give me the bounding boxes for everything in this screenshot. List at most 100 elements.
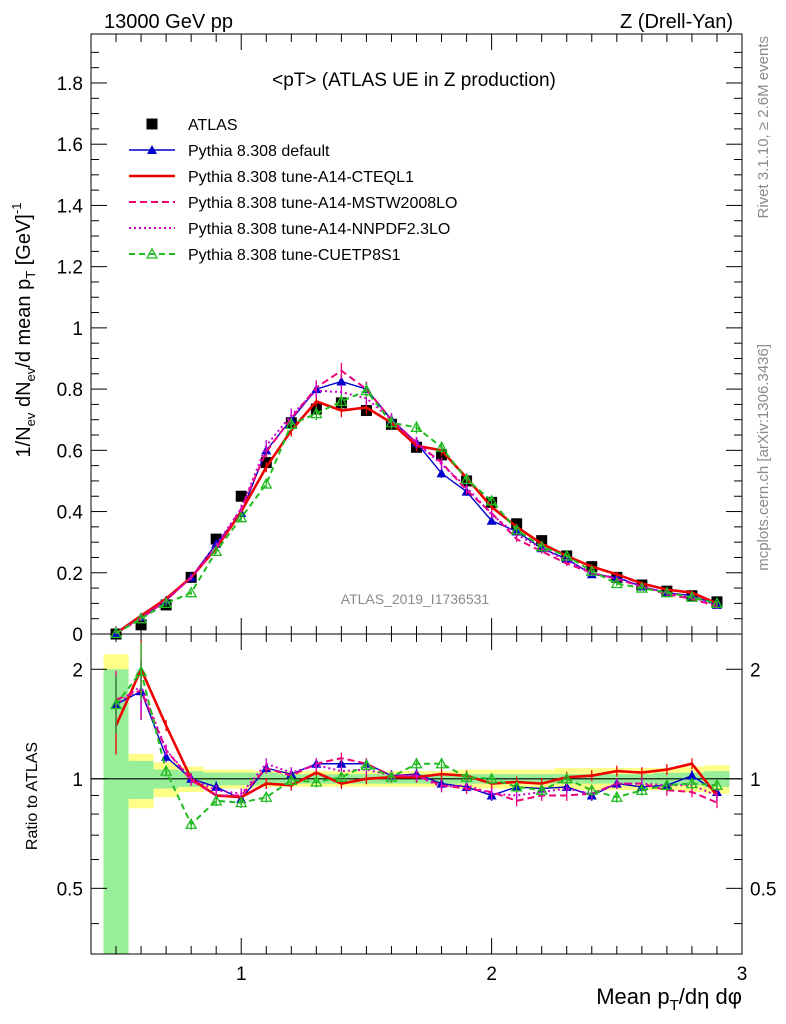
data-point [660,586,673,598]
legend-label: Pythia 8.308 tune-A14-NNPDF2.3LO [188,221,450,238]
x-tick-label: 3 [737,964,748,985]
legend-entry: Pythia 8.308 tune-A14-NNPDF2.3LO [129,221,450,238]
ratio-pythia-8-308-tune-cuetp8s1 [109,642,724,830]
data-point [335,770,348,782]
data-point [710,597,724,609]
legend-entry: ATLAS [146,117,238,134]
data-point [285,417,298,429]
data-point [210,545,223,556]
data-point [260,477,273,489]
data-point [134,665,148,677]
legend-label: Pythia 8.308 tune-A14-CTEQL1 [188,169,414,186]
data-point [235,796,248,808]
data-point [285,774,298,786]
ratio-tick-label-right: 0.5 [750,879,776,900]
chart-title-text: <pT> (ATLAS UE in Z production) [272,70,556,91]
data-point [460,770,473,782]
data-point [635,581,648,593]
data-point [535,783,548,795]
data-point [185,586,198,598]
legend-entry: Pythia 8.308 tune-CUETP8S1 [129,247,401,264]
data-point [585,564,598,576]
legend-label: ATLAS [188,117,238,134]
legend-entry: Pythia 8.308 tune-A14-MSTW2008LO [129,195,457,212]
y-axis-label: 1/Nev dNev/d mean pT [GeV]-1 [9,203,38,458]
ratio-tick-label-right: 1 [750,770,761,791]
data-point [410,421,423,433]
data-point [235,490,247,502]
legend-label: Pythia 8.308 tune-CUETP8S1 [188,247,401,264]
data-point [134,612,148,624]
data-point [610,790,623,802]
data-point [135,619,147,631]
y-tick-label: 1 [72,319,83,340]
ratio-line [115,669,718,826]
main-series-group [109,362,724,640]
y-tick-label: 1.8 [57,74,83,95]
legend-entry: Pythia 8.308 default [129,143,330,160]
data-point [610,577,623,589]
data-point [535,540,548,552]
ratio-y-axis-label: Ratio to ATLAS [24,742,41,850]
data-point [685,590,699,602]
data-point [460,473,473,485]
data-point [710,778,724,790]
data-point [160,764,173,776]
process-label: Z (Drell-Yan) [620,11,733,33]
energy-label: 13000 GeV pp [104,11,233,33]
data-point [560,772,573,784]
ratio-series-group [109,640,724,830]
data-point [146,118,158,130]
y-tick-label: 1.6 [57,135,83,156]
y-tick-label: 0.4 [57,503,84,524]
ratio-band-green [128,760,154,800]
data-point [385,416,398,428]
ratio-tick-label: 0.5 [57,879,83,900]
data-point [109,698,123,710]
x-axis-label: Mean pT/dη dφ [596,984,742,1014]
x-tick-label: 2 [486,964,497,985]
data-point [686,770,697,780]
y-tick-label: 1.2 [57,258,83,279]
data-point [360,758,373,770]
data-point [510,523,523,535]
data-point [160,597,173,609]
legend-entry: Pythia 8.308 tune-A14-CTEQL1 [129,169,414,186]
legend: ATLAS Pythia 8.308 default Pythia 8.308 tu… [129,117,457,264]
y-tick-label: 0.2 [57,564,83,585]
legend-label: Pythia 8.308 tune-A14-MSTW2008LO [188,195,457,212]
data-point [560,549,573,561]
main-axis-ticks: 0 0.2 0.4 0.6 0.8 1 1.2 1.4 1.6 1.8 [57,51,742,646]
data-point [435,757,448,769]
data-point [235,511,248,523]
data-point [435,440,448,452]
data-point [385,770,398,782]
ratio-tick-label: 1 [72,770,83,791]
data-point [635,783,648,795]
ratio-uncertainty-bands [91,654,742,954]
data-point [685,777,699,789]
chart-title: <pT> (ATLAS UE in Z production) [272,70,556,91]
x-tick-label: 1 [236,964,247,985]
y-tick-label: 0.8 [57,380,83,401]
data-point [436,468,447,478]
data-point [660,778,673,790]
data-point [260,790,273,802]
data-point [310,407,323,419]
analysis-label: ATLAS_2019_I1736531 [341,591,490,607]
data-point [336,376,347,386]
data-point [147,145,157,154]
data-point [335,395,348,406]
y-tick-label: 0 [72,625,83,646]
data-point [410,757,423,769]
data-point [310,775,323,787]
data-point [486,515,497,525]
data-point [109,627,123,639]
data-point [185,817,198,829]
data-point [510,780,523,792]
data-point [360,384,373,396]
rivet-label: Rivet 3.1.10, ≥ 2.6M events [755,36,772,219]
y-tick-label: 1.4 [57,196,84,217]
data-point [145,247,159,259]
